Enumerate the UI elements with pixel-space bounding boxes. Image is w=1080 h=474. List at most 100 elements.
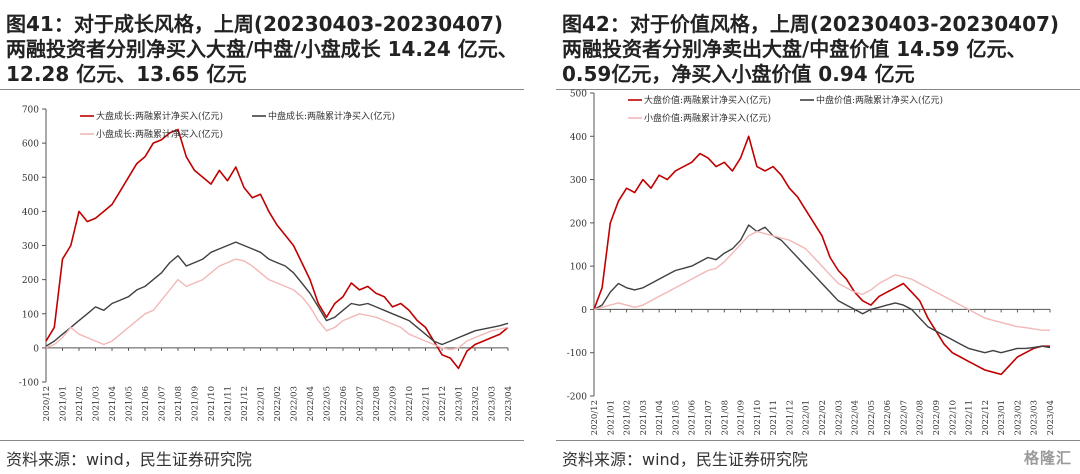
series-line-mid (45, 241, 509, 347)
legend-label-mid: 中盘价值:两融累计净买入(亿元) (816, 94, 943, 106)
x-tick-label: 2022/09 (389, 386, 399, 421)
legend-label-small: 小盘价值:两融累计净买入(亿元) (644, 112, 771, 124)
y-tick-label: 400 (570, 133, 587, 143)
x-tick-label: 2021/06 (141, 386, 151, 421)
x-tick-label: 2021/04 (655, 400, 665, 435)
figure-41-source: 资料来源：wind，民生证券研究院 (6, 450, 252, 469)
x-tick-label: 2020/12 (42, 386, 52, 421)
watermark-logo: 格隆汇 (1023, 449, 1072, 467)
y-tick-label: 0 (581, 306, 587, 316)
x-tick-label: 2022/06 (339, 386, 349, 421)
series-line-mid (593, 224, 1051, 354)
y-tick-label: -100 (567, 349, 587, 359)
y-tick-label: 500 (570, 90, 587, 100)
x-tick-label: 2022/03 (290, 386, 300, 421)
x-tick-label: 2021/12 (240, 386, 250, 421)
x-tick-label: 2023/03 (488, 386, 498, 421)
x-tick-label: 2022/10 (948, 400, 958, 435)
x-tick-label: 2021/09 (191, 386, 201, 421)
x-tick-label: 2021/02 (75, 386, 85, 421)
x-tick-label: 2022/01 (802, 400, 812, 435)
series-line-small (45, 258, 509, 351)
x-tick-label: 2021/07 (704, 400, 714, 435)
figure-42-source: 资料来源：wind，民生证券研究院 (562, 450, 808, 469)
x-tick-label: 2023/02 (471, 386, 481, 421)
y-tick-label: 100 (22, 310, 39, 320)
y-tick-label: -100 (19, 379, 39, 389)
x-tick-label: 2021/10 (753, 400, 763, 435)
legend-label-small: 小盘成长:两融累计净买入(亿元) (96, 128, 223, 140)
x-tick-label: 2023/02 (1013, 400, 1023, 435)
x-tick-label: 2022/04 (306, 386, 316, 421)
x-tick-label: 2022/05 (323, 386, 333, 421)
x-tick-label: 2022/12 (438, 386, 448, 421)
x-tick-label: 2022/11 (965, 400, 975, 435)
legend-label-large: 大盘成长:两融累计净买入(亿元) (96, 110, 223, 122)
x-tick-label: 2021/12 (785, 400, 795, 435)
x-tick-label: 2021/02 (623, 400, 633, 435)
x-tick-label: 2022/04 (851, 400, 861, 435)
y-tick-label: 200 (570, 219, 587, 229)
source-divider (0, 440, 524, 441)
x-tick-label: 2021/04 (108, 386, 118, 421)
x-tick-label: 2021/11 (769, 400, 779, 435)
x-tick-label: 2021/11 (224, 386, 234, 421)
y-tick-label: 700 (22, 106, 39, 116)
x-tick-label: 2022/08 (916, 400, 926, 435)
x-tick-label: 2022/02 (818, 400, 828, 435)
x-tick-label: 2023/04 (1046, 400, 1056, 435)
source-divider (556, 440, 1080, 441)
legend-label-mid: 中盘成长:两融累计净买入(亿元) (268, 110, 395, 122)
x-tick-label: 2021/05 (671, 400, 681, 435)
x-tick-label: 2021/01 (59, 386, 69, 421)
x-tick-label: 2022/03 (834, 400, 844, 435)
y-tick-label: 300 (570, 176, 587, 186)
x-tick-label: 2021/06 (688, 400, 698, 435)
x-tick-label: 2022/11 (422, 386, 432, 421)
x-tick-label: 2023/01 (455, 386, 465, 421)
x-tick-label: 2021/09 (737, 400, 747, 435)
figure-41-title: 图41：对于成长风格，上周(20230403-20230407)两融投资者分别净… (6, 12, 518, 86)
x-tick-label: 2021/07 (158, 386, 168, 421)
x-tick-label: 2021/10 (207, 386, 217, 421)
x-tick-label: 2023/04 (504, 386, 514, 421)
right-figure-panel: 图42：对于价值风格，上周(20230403-20230407)两融投资者分别净… (556, 0, 1080, 474)
y-tick-label: 600 (22, 140, 39, 150)
x-tick-label: 2021/08 (174, 386, 184, 421)
y-tick-label: 0 (33, 344, 39, 354)
y-tick-label: 300 (22, 242, 39, 252)
series-line-small (593, 230, 1050, 331)
x-tick-label: 2021/05 (125, 386, 135, 421)
title-divider (556, 89, 1080, 90)
x-tick-label: 2021/01 (606, 400, 616, 435)
x-tick-label: 2021/03 (92, 386, 102, 421)
title-divider (0, 89, 524, 90)
series-line-large (45, 128, 509, 370)
x-tick-label: 2023/01 (997, 400, 1007, 435)
legend-label-large: 大盘价值:两融累计净买入(亿元) (644, 94, 771, 106)
x-tick-label: 2022/01 (257, 386, 267, 421)
x-tick-label: 2022/06 (883, 400, 893, 435)
x-tick-label: 2022/05 (867, 400, 877, 435)
x-tick-label: 2022/10 (405, 386, 415, 421)
x-tick-label: 2022/12 (981, 400, 991, 435)
x-tick-label: 2022/08 (372, 386, 382, 421)
x-tick-label: 2022/09 (932, 400, 942, 435)
figure-42-title: 图42：对于价值风格，上周(20230403-20230407)两融投资者分别净… (562, 12, 1060, 86)
y-tick-label: 500 (22, 174, 39, 184)
growth-style-line-chart: -100 0 100 200 300 400 500 600 700 2020/12 2021/01… (19, 106, 514, 422)
x-tick-label: 2021/03 (639, 400, 649, 435)
x-tick-label: 2022/07 (356, 386, 366, 421)
y-tick-label: 200 (22, 276, 39, 286)
x-tick-label: 2022/02 (273, 386, 283, 421)
x-tick-label: 2023/03 (1030, 400, 1040, 435)
y-tick-label: 400 (22, 208, 39, 218)
series-line-large (593, 135, 1050, 376)
value-style-line-chart: -200 -100 0 100 200 300 400 500 2020/12 2021/01 20… (567, 90, 1056, 436)
x-tick-label: 2020/12 (590, 400, 600, 435)
y-tick-label: -200 (567, 393, 587, 403)
x-tick-label: 2021/08 (720, 400, 730, 435)
x-tick-label: 2022/07 (899, 400, 909, 435)
y-tick-label: 100 (570, 263, 587, 273)
left-figure-panel: 图41：对于成长风格，上周(20230403-20230407)两融投资者分别净… (0, 12, 524, 469)
